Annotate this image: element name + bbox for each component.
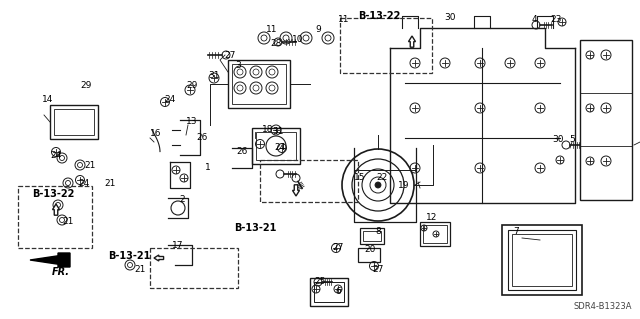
Text: B-13-22: B-13-22	[32, 189, 74, 199]
Bar	[252, 128, 300, 164]
Text: 11: 11	[339, 16, 349, 25]
Text: SDR4-B1323A: SDR4-B1323A	[573, 302, 632, 311]
Text: B-13-21: B-13-21	[108, 251, 150, 261]
Text: 17: 17	[172, 241, 184, 250]
Polygon shape	[30, 253, 70, 267]
Text: 19: 19	[398, 182, 410, 190]
Text: B-13-22: B-13-22	[358, 11, 401, 21]
Text: 20: 20	[364, 246, 376, 255]
Text: 15: 15	[355, 174, 365, 182]
Bar	[340, 18, 432, 73]
Text: 31: 31	[272, 128, 284, 137]
Text: 7: 7	[513, 227, 519, 236]
Text: 13: 13	[186, 117, 198, 127]
Bar	[310, 278, 348, 306]
Text: 10: 10	[292, 35, 304, 44]
Bar	[420, 222, 450, 246]
Text: 2: 2	[179, 196, 185, 204]
Bar	[502, 225, 582, 295]
Text: 16: 16	[150, 130, 162, 138]
Text: 30: 30	[552, 136, 564, 145]
Text: 23: 23	[550, 16, 562, 25]
Text: 24: 24	[275, 144, 285, 152]
Bar	[150, 248, 238, 288]
Bar	[228, 60, 290, 108]
Text: 21: 21	[84, 160, 96, 169]
Text: 9: 9	[315, 26, 321, 34]
Polygon shape	[154, 255, 164, 261]
Bar	[314, 282, 344, 302]
Text: 8: 8	[375, 227, 381, 236]
Bar	[508, 230, 576, 290]
Text: 21: 21	[134, 265, 146, 275]
Bar	[54, 109, 94, 135]
Bar	[18, 186, 92, 248]
Text: 27: 27	[224, 51, 236, 61]
Text: 30: 30	[444, 13, 456, 23]
Text: 5: 5	[569, 136, 575, 145]
Text: 21: 21	[62, 218, 74, 226]
Text: 21: 21	[104, 179, 116, 188]
Text: B-13-21: B-13-21	[234, 223, 276, 233]
Text: 29: 29	[186, 81, 198, 91]
Bar	[580, 40, 632, 200]
Text: 11: 11	[266, 26, 278, 34]
Bar	[260, 160, 358, 202]
Bar	[50, 105, 98, 139]
Polygon shape	[292, 185, 300, 196]
Bar	[512, 234, 572, 286]
Text: FR.: FR.	[52, 267, 70, 277]
Text: 27: 27	[372, 265, 384, 275]
Bar	[360, 228, 384, 244]
Text: 18: 18	[262, 125, 274, 135]
Bar	[363, 231, 381, 241]
Text: 22: 22	[376, 174, 388, 182]
Polygon shape	[408, 36, 415, 47]
Bar	[358, 248, 380, 262]
Text: 4: 4	[531, 16, 537, 25]
Text: 25: 25	[314, 278, 326, 286]
Polygon shape	[52, 204, 60, 215]
Text: 6: 6	[335, 287, 341, 296]
Text: 24: 24	[164, 95, 175, 105]
Text: 12: 12	[426, 213, 438, 222]
Text: 24: 24	[78, 179, 90, 188]
Text: 29: 29	[80, 81, 92, 91]
Text: 26: 26	[196, 133, 208, 143]
Bar	[232, 64, 286, 104]
Bar	[423, 225, 447, 243]
Bar	[256, 132, 296, 160]
Text: 28: 28	[270, 40, 282, 48]
Text: 27: 27	[332, 243, 344, 253]
Text: 3: 3	[235, 62, 241, 70]
Circle shape	[375, 182, 381, 188]
Text: 24: 24	[51, 151, 61, 160]
Text: 26: 26	[236, 147, 248, 157]
Text: 14: 14	[42, 95, 54, 105]
Text: 1: 1	[205, 162, 211, 172]
Text: 31: 31	[208, 71, 220, 80]
